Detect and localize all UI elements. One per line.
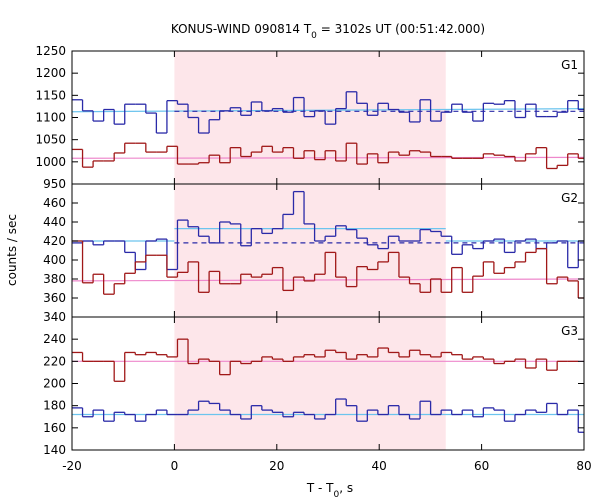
x-tick-label: -20	[62, 459, 82, 473]
y-tick-label: 220	[43, 354, 66, 368]
y-tick-label: 1050	[35, 133, 66, 147]
y-tick-label: 950	[43, 177, 66, 191]
y-tick-label: 340	[43, 310, 66, 324]
series-red	[72, 240, 584, 299]
panel-G2-series	[72, 190, 584, 299]
y-tick-label: 400	[43, 253, 66, 267]
series-blue	[72, 190, 584, 271]
y-tick-label: 200	[43, 377, 66, 391]
y-tick-label: 440	[43, 215, 66, 229]
y-tick-label: 1150	[35, 88, 66, 102]
chart-title: KONUS-WIND 090814 T0 = 3102s UT (00:51:4…	[171, 22, 485, 41]
fit-line	[72, 278, 584, 282]
y-tick-label: 1250	[35, 44, 66, 58]
y-tick-label: 180	[43, 399, 66, 413]
y-tick-label: 360	[43, 291, 66, 305]
y-tick-label: 160	[43, 421, 66, 435]
panel-label: G2	[561, 191, 578, 205]
panel-G1-series	[72, 91, 584, 170]
fit-line	[72, 108, 584, 113]
y-tick-label: 460	[43, 196, 66, 210]
y-tick-label: 380	[43, 272, 66, 286]
x-tick-label: 20	[269, 459, 284, 473]
y-tick-label: 140	[43, 443, 66, 457]
y-tick-label: 420	[43, 234, 66, 248]
y-tick-label: 240	[43, 332, 66, 346]
panel-label: G1	[561, 58, 578, 72]
series-red	[72, 142, 584, 170]
y-tick-label: 1000	[35, 155, 66, 169]
y-tick-label: 1100	[35, 111, 66, 125]
series-lines	[72, 91, 584, 433]
panel-G3-series	[72, 338, 584, 433]
x-tick-label: 60	[474, 459, 489, 473]
panel-G1-fits	[72, 108, 584, 159]
x-tick-label: 80	[576, 459, 591, 473]
axes: 950 1000 1050 1100 1150 1200 1250 G1 340 360 380 40…	[35, 44, 591, 473]
y-axis-label: counts / sec	[5, 214, 19, 286]
fit-line	[72, 156, 584, 159]
series-blue	[72, 91, 584, 134]
panel-label: G3	[561, 324, 578, 338]
series-red	[72, 338, 579, 382]
x-tick-label: 40	[372, 459, 387, 473]
x-tick-label: 0	[171, 459, 179, 473]
series-blue	[72, 398, 584, 433]
y-tick-label: 1200	[35, 66, 66, 80]
x-axis-label: T - T0, s	[306, 481, 353, 500]
